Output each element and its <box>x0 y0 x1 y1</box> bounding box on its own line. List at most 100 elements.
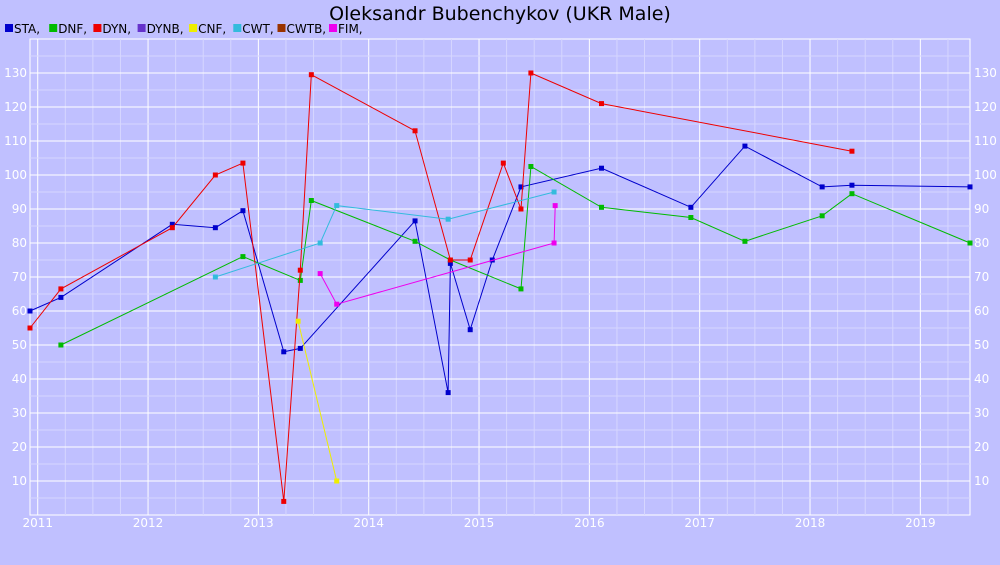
legend-swatch <box>49 24 58 32</box>
data-point-fim <box>334 301 340 307</box>
x-tick-label: 2014 <box>353 516 384 530</box>
y-tick-label-right: 120 <box>974 100 997 114</box>
data-point-dnf <box>849 191 855 197</box>
data-point-sta <box>27 308 33 314</box>
series-line-dnf <box>60 165 971 346</box>
data-point-sta <box>518 184 524 190</box>
data-point-fim <box>552 203 558 209</box>
data-point-dyn <box>240 160 246 166</box>
data-point-dyn <box>308 72 314 78</box>
y-tick-label-left: 70 <box>12 270 27 284</box>
data-point-dnf <box>518 286 524 292</box>
y-tick-label-left: 20 <box>12 440 27 454</box>
data-point-dyn <box>412 128 418 134</box>
x-tick-label: 2011 <box>22 516 53 530</box>
legend-label: DNF, <box>58 22 87 36</box>
x-tick-label: 2019 <box>905 516 936 530</box>
x-tick-label: 2018 <box>795 516 826 530</box>
axis-ticks: 2011 2012 2013 2014 2015 2016 2017 2018 2019 10 10… <box>4 66 997 530</box>
y-tick-label-left: 10 <box>12 474 27 488</box>
data-point-dyn <box>169 225 175 231</box>
y-tick-label-left: 100 <box>4 168 27 182</box>
y-tick-label-right: 40 <box>974 372 989 386</box>
data-point-dyn <box>212 172 218 178</box>
data-point-fim <box>551 240 557 246</box>
legend-swatch <box>277 24 286 32</box>
x-tick-label: 2015 <box>464 516 495 530</box>
x-tick-label: 2013 <box>243 516 274 530</box>
series-line-fim <box>319 205 556 305</box>
data-point-dnf <box>688 215 694 220</box>
data-point-sta <box>240 208 246 214</box>
y-tick-label-right: 20 <box>974 440 989 454</box>
y-tick-label-right: 100 <box>974 168 997 182</box>
x-tick-label: 2017 <box>684 516 715 530</box>
data-point-dnf <box>742 238 748 244</box>
legend-swatch <box>189 24 198 32</box>
data-point-dyn <box>447 257 453 263</box>
data-point-cwt <box>212 274 218 280</box>
data-point-cwt <box>317 240 323 246</box>
data-point-sta <box>967 184 973 190</box>
data-point-sta <box>412 218 418 224</box>
legend-swatch <box>233 24 242 32</box>
y-tick-label-right: 110 <box>974 134 997 148</box>
data-point-dyn <box>297 267 303 273</box>
data-point-sta <box>467 327 473 333</box>
data-point-dnf <box>412 238 418 244</box>
data-point-cnf <box>295 318 301 324</box>
y-tick-label-right: 30 <box>974 406 989 420</box>
data-point-sta <box>819 184 825 190</box>
data-point-dyn <box>27 325 33 331</box>
legend-swatch <box>93 24 102 32</box>
legend-swatch <box>5 24 13 32</box>
y-tick-label-right: 10 <box>974 474 989 488</box>
y-tick-label-left: 50 <box>12 338 27 352</box>
data-point-cwt <box>445 216 451 222</box>
data-point-dnf <box>240 254 246 260</box>
series-line-dyn <box>29 72 852 502</box>
data-point-dnf <box>308 198 314 203</box>
legend-label: CWT, <box>242 22 273 36</box>
data-point-dyn <box>281 498 287 504</box>
data-point-dnf <box>58 342 64 348</box>
legend-swatch <box>137 24 146 32</box>
data-point-sta <box>297 345 303 351</box>
y-tick-label-right: 50 <box>974 338 989 352</box>
data-point-sta <box>849 182 855 188</box>
grid-lines <box>30 39 970 515</box>
data-point-dnf <box>528 164 534 169</box>
chart-title: Oleksandr Bubenchykov (UKR Male) <box>329 3 671 25</box>
data-point-sta <box>688 204 694 210</box>
data-point-dyn <box>599 101 605 107</box>
series-line-cnf <box>297 321 338 482</box>
y-tick-label-right: 90 <box>974 202 989 216</box>
data-point-sta <box>58 294 64 300</box>
y-tick-label-right: 70 <box>974 270 989 284</box>
data-point-sta <box>742 143 748 149</box>
y-tick-label-left: 80 <box>12 236 27 250</box>
y-tick-label-left: 90 <box>12 202 27 216</box>
data-point-dyn <box>500 160 506 166</box>
data-point-sta <box>169 221 175 227</box>
data-point-dnf <box>599 204 605 210</box>
data-point-dyn <box>849 148 855 154</box>
y-tick-label-right: 80 <box>974 236 989 250</box>
y-tick-label-right: 130 <box>974 66 997 80</box>
y-tick-label-right: 60 <box>974 304 989 318</box>
data-point-cwt <box>334 203 340 209</box>
legend-label: DYN, <box>102 22 131 36</box>
legend-swatch <box>329 24 337 32</box>
legend-label: CWTB, <box>287 22 327 36</box>
y-tick-label-left: 110 <box>4 134 27 148</box>
legend-label: CNF, <box>198 22 226 36</box>
y-tick-label-left: 60 <box>12 304 27 318</box>
data-point-dnf <box>967 240 973 246</box>
data-point-dnf <box>297 277 303 283</box>
data-point-dyn <box>518 206 524 212</box>
data-point-dyn <box>467 257 473 263</box>
data-point-dyn <box>528 70 534 76</box>
y-tick-label-left: 40 <box>12 372 27 386</box>
